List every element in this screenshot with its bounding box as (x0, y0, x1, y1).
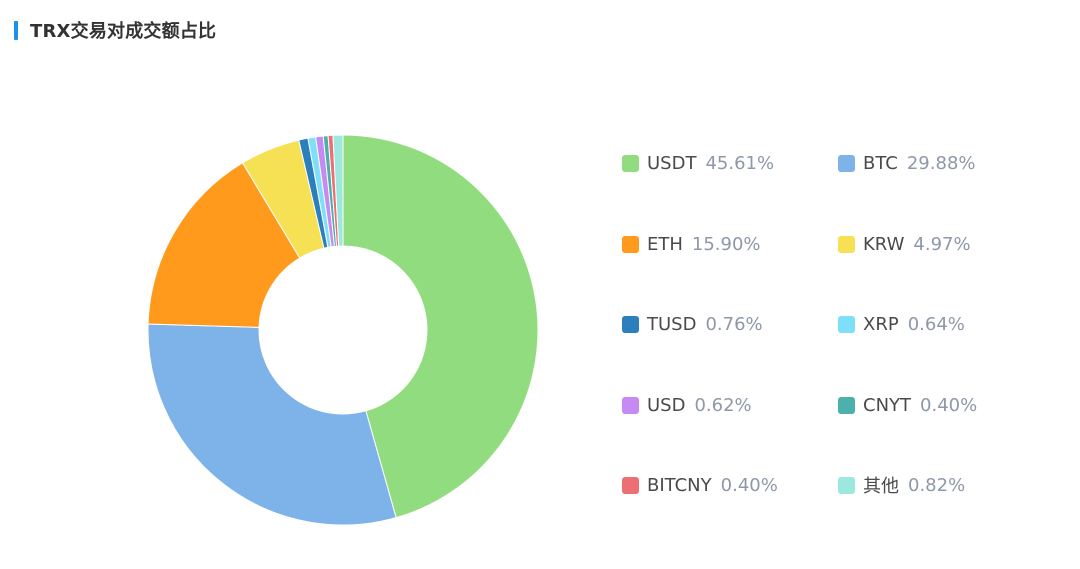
legend-label: 其他 (863, 476, 899, 497)
legend-item-btc[interactable]: BTC 29.88% (838, 151, 976, 175)
chart-header: TRX交易对成交额占比 (14, 18, 216, 42)
legend-value: 0.82% (908, 474, 966, 496)
legend-swatch (838, 476, 855, 494)
legend-item-xrp[interactable]: XRP 0.64% (838, 312, 965, 336)
legend-label: BTC (863, 152, 898, 174)
legend-value: 0.62% (694, 394, 752, 416)
legend-item-usdt[interactable]: USDT 45.61% (622, 151, 774, 175)
pie-slice-eth[interactable] (147, 162, 301, 328)
legend-swatch (838, 235, 855, 253)
legend-swatch (838, 154, 855, 172)
legend-swatch (622, 235, 639, 253)
pie-slice-usdt[interactable] (342, 134, 539, 519)
legend-label: XRP (863, 313, 899, 335)
legend-label: USD (647, 394, 686, 416)
legend-value: 0.40% (920, 394, 978, 416)
legend-swatch (838, 396, 855, 414)
legend-swatch (622, 476, 639, 494)
legend-swatch (838, 315, 855, 333)
legend-label: ETH (647, 233, 683, 255)
chart-title: TRX交易对成交额占比 (30, 21, 217, 42)
legend-value: 45.61% (705, 152, 775, 174)
legend-value: 29.88% (906, 152, 976, 174)
legend-item-eth[interactable]: ETH 15.90% (622, 232, 761, 256)
legend-swatch (622, 315, 639, 333)
legend-label: USDT (647, 152, 697, 174)
legend-value: 4.97% (913, 233, 971, 255)
legend-swatch (622, 154, 639, 172)
legend-label: CNYT (863, 394, 912, 416)
legend-label: KRW (863, 233, 905, 255)
legend-item-series-9[interactable]: 其他 0.82% (838, 473, 965, 497)
pie-slice-series-9[interactable] (332, 134, 344, 247)
legend-item-tusd[interactable]: TUSD 0.76% (622, 312, 763, 336)
legend-swatch (622, 396, 639, 414)
legend-item-cnyt[interactable]: CNYT 0.40% (838, 393, 977, 417)
legend-label: BITCNY (647, 474, 712, 496)
legend-value: 0.40% (720, 474, 778, 496)
legend-value: 0.76% (705, 313, 763, 335)
legend-value: 15.90% (691, 233, 761, 255)
legend-item-usd[interactable]: USD 0.62% (622, 393, 752, 417)
title-accent-bar (14, 20, 18, 40)
legend-value: 0.64% (907, 313, 965, 335)
legend-item-krw[interactable]: KRW 4.97% (838, 232, 971, 256)
pie-slice-btc[interactable] (147, 323, 397, 526)
legend-label: TUSD (647, 313, 697, 335)
legend-item-bitcny[interactable]: BITCNY 0.40% (622, 473, 778, 497)
